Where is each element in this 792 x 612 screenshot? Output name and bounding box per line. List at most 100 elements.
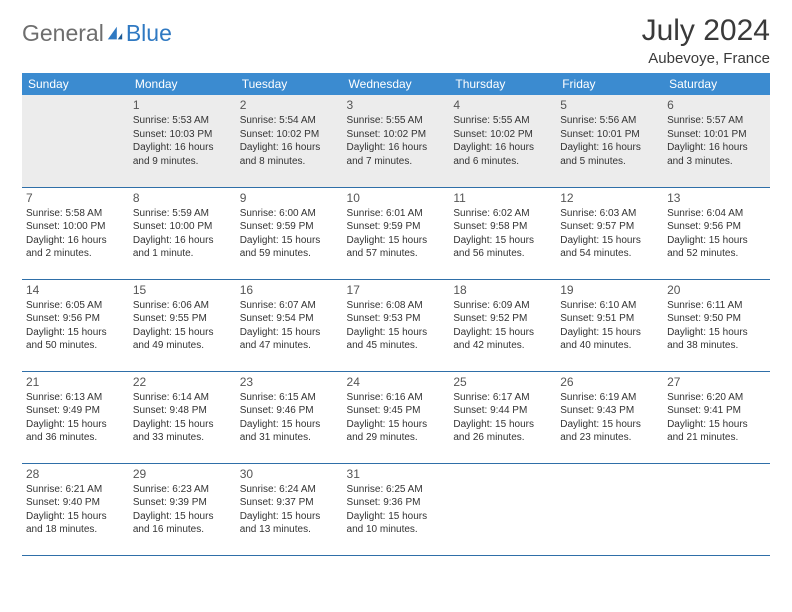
day-daylight1: Daylight: 16 hours <box>667 141 766 155</box>
calendar-page: General Blue July 2024 Aubevoye, France … <box>0 0 792 570</box>
day-daylight2: and 9 minutes. <box>133 155 232 169</box>
day-daylight2: and 33 minutes. <box>133 431 232 445</box>
col-monday: Monday <box>129 73 236 95</box>
day-sunrise: Sunrise: 6:10 AM <box>560 299 659 313</box>
col-thursday: Thursday <box>449 73 556 95</box>
day-daylight1: Daylight: 15 hours <box>453 326 552 340</box>
col-wednesday: Wednesday <box>343 73 450 95</box>
calendar-day-cell: 24Sunrise: 6:16 AMSunset: 9:45 PMDayligh… <box>343 371 450 463</box>
calendar-day-cell: 2Sunrise: 5:54 AMSunset: 10:02 PMDayligh… <box>236 95 343 187</box>
day-sunset: Sunset: 9:56 PM <box>26 312 125 326</box>
day-daylight1: Daylight: 15 hours <box>240 510 339 524</box>
day-daylight2: and 29 minutes. <box>347 431 446 445</box>
day-sunset: Sunset: 9:57 PM <box>560 220 659 234</box>
day-sunrise: Sunrise: 6:02 AM <box>453 207 552 221</box>
day-sunrise: Sunrise: 5:54 AM <box>240 114 339 128</box>
day-daylight2: and 7 minutes. <box>347 155 446 169</box>
day-number: 5 <box>560 97 659 113</box>
calendar-day-cell: 10Sunrise: 6:01 AMSunset: 9:59 PMDayligh… <box>343 187 450 279</box>
calendar-week-row: 14Sunrise: 6:05 AMSunset: 9:56 PM Dayligh… <box>22 279 770 371</box>
day-number: 13 <box>667 190 766 206</box>
day-number: 24 <box>347 374 446 390</box>
day-sunset: Sunset: 10:00 PM <box>26 220 125 234</box>
day-sunrise: Sunrise: 6:23 AM <box>133 483 232 497</box>
day-daylight1: Daylight: 15 hours <box>26 510 125 524</box>
day-sunset: Sunset: 10:02 PM <box>347 128 446 142</box>
day-daylight2: and 26 minutes. <box>453 431 552 445</box>
day-daylight2: and 36 minutes. <box>26 431 125 445</box>
day-sunset: Sunset: 9:41 PM <box>667 404 766 418</box>
day-sunrise: Sunrise: 6:16 AM <box>347 391 446 405</box>
day-number: 29 <box>133 466 232 482</box>
day-daylight1: Daylight: 15 hours <box>240 234 339 248</box>
day-sunset: Sunset: 10:01 PM <box>667 128 766 142</box>
day-number: 4 <box>453 97 552 113</box>
calendar-day-cell: 1Sunrise: 5:53 AMSunset: 10:03 PMDayligh… <box>129 95 236 187</box>
calendar-week-row: 7Sunrise: 5:58 AMSunset: 10:00 PMDayligh… <box>22 187 770 279</box>
title-block: July 2024 Aubevoye, France <box>642 14 770 67</box>
day-sunset: Sunset: 9:44 PM <box>453 404 552 418</box>
col-tuesday: Tuesday <box>236 73 343 95</box>
day-number: 22 <box>133 374 232 390</box>
day-sunrise: Sunrise: 5:57 AM <box>667 114 766 128</box>
day-number: 31 <box>347 466 446 482</box>
day-daylight2: and 54 minutes. <box>560 247 659 261</box>
day-daylight1: Daylight: 15 hours <box>240 326 339 340</box>
day-sunset: Sunset: 9:49 PM <box>26 404 125 418</box>
day-number: 26 <box>560 374 659 390</box>
day-sunrise: Sunrise: 5:58 AM <box>26 207 125 221</box>
day-sunset: Sunset: 9:36 PM <box>347 496 446 510</box>
day-sunset: Sunset: 9:51 PM <box>560 312 659 326</box>
day-sunrise: Sunrise: 6:15 AM <box>240 391 339 405</box>
day-daylight1: Daylight: 15 hours <box>560 326 659 340</box>
calendar-day-cell: 6Sunrise: 5:57 AMSunset: 10:01 PMDayligh… <box>663 95 770 187</box>
day-daylight2: and 13 minutes. <box>240 523 339 537</box>
day-sunset: Sunset: 9:40 PM <box>26 496 125 510</box>
day-number: 14 <box>26 282 125 298</box>
day-daylight1: Daylight: 16 hours <box>560 141 659 155</box>
day-number: 20 <box>667 282 766 298</box>
day-sunset: Sunset: 9:53 PM <box>347 312 446 326</box>
day-daylight1: Daylight: 15 hours <box>240 418 339 432</box>
day-daylight2: and 5 minutes. <box>560 155 659 169</box>
calendar-day-cell: 30Sunrise: 6:24 AMSunset: 9:37 PMDayligh… <box>236 463 343 555</box>
day-daylight1: Daylight: 15 hours <box>347 418 446 432</box>
day-number: 18 <box>453 282 552 298</box>
calendar-day-cell: 9Sunrise: 6:00 AMSunset: 9:59 PMDaylight… <box>236 187 343 279</box>
day-number: 11 <box>453 190 552 206</box>
day-number: 10 <box>347 190 446 206</box>
day-sunset: Sunset: 10:00 PM <box>133 220 232 234</box>
day-sunrise: Sunrise: 5:55 AM <box>453 114 552 128</box>
day-daylight1: Daylight: 15 hours <box>667 234 766 248</box>
calendar-day-cell: 19Sunrise: 6:10 AMSunset: 9:51 PMDayligh… <box>556 279 663 371</box>
day-daylight1: Daylight: 16 hours <box>453 141 552 155</box>
day-number: 6 <box>667 97 766 113</box>
col-friday: Friday <box>556 73 663 95</box>
calendar-day-cell: 27Sunrise: 6:20 AMSunset: 9:41 PMDayligh… <box>663 371 770 463</box>
calendar-day-cell: 13Sunrise: 6:04 AMSunset: 9:56 PMDayligh… <box>663 187 770 279</box>
calendar-day-cell: 14Sunrise: 6:05 AMSunset: 9:56 PMDayligh… <box>22 279 129 371</box>
col-saturday: Saturday <box>663 73 770 95</box>
calendar-day-cell <box>556 463 663 555</box>
day-sunrise: Sunrise: 6:24 AM <box>240 483 339 497</box>
day-sunset: Sunset: 9:54 PM <box>240 312 339 326</box>
day-sunrise: Sunrise: 5:59 AM <box>133 207 232 221</box>
day-daylight2: and 42 minutes. <box>453 339 552 353</box>
day-number: 9 <box>240 190 339 206</box>
day-sunrise: Sunrise: 6:05 AM <box>26 299 125 313</box>
day-sunrise: Sunrise: 6:25 AM <box>347 483 446 497</box>
day-sunrise: Sunrise: 6:08 AM <box>347 299 446 313</box>
page-title: July 2024 <box>642 14 770 48</box>
calendar-day-cell <box>663 463 770 555</box>
day-number: 23 <box>240 374 339 390</box>
day-daylight1: Daylight: 15 hours <box>667 326 766 340</box>
day-daylight1: Daylight: 15 hours <box>347 510 446 524</box>
day-sunrise: Sunrise: 6:13 AM <box>26 391 125 405</box>
day-sunset: Sunset: 9:37 PM <box>240 496 339 510</box>
day-sunset: Sunset: 9:55 PM <box>133 312 232 326</box>
calendar-day-cell <box>22 95 129 187</box>
day-sunrise: Sunrise: 6:09 AM <box>453 299 552 313</box>
calendar-day-cell: 8Sunrise: 5:59 AMSunset: 10:00 PMDayligh… <box>129 187 236 279</box>
day-daylight2: and 52 minutes. <box>667 247 766 261</box>
logo-text-blue: Blue <box>126 20 172 47</box>
